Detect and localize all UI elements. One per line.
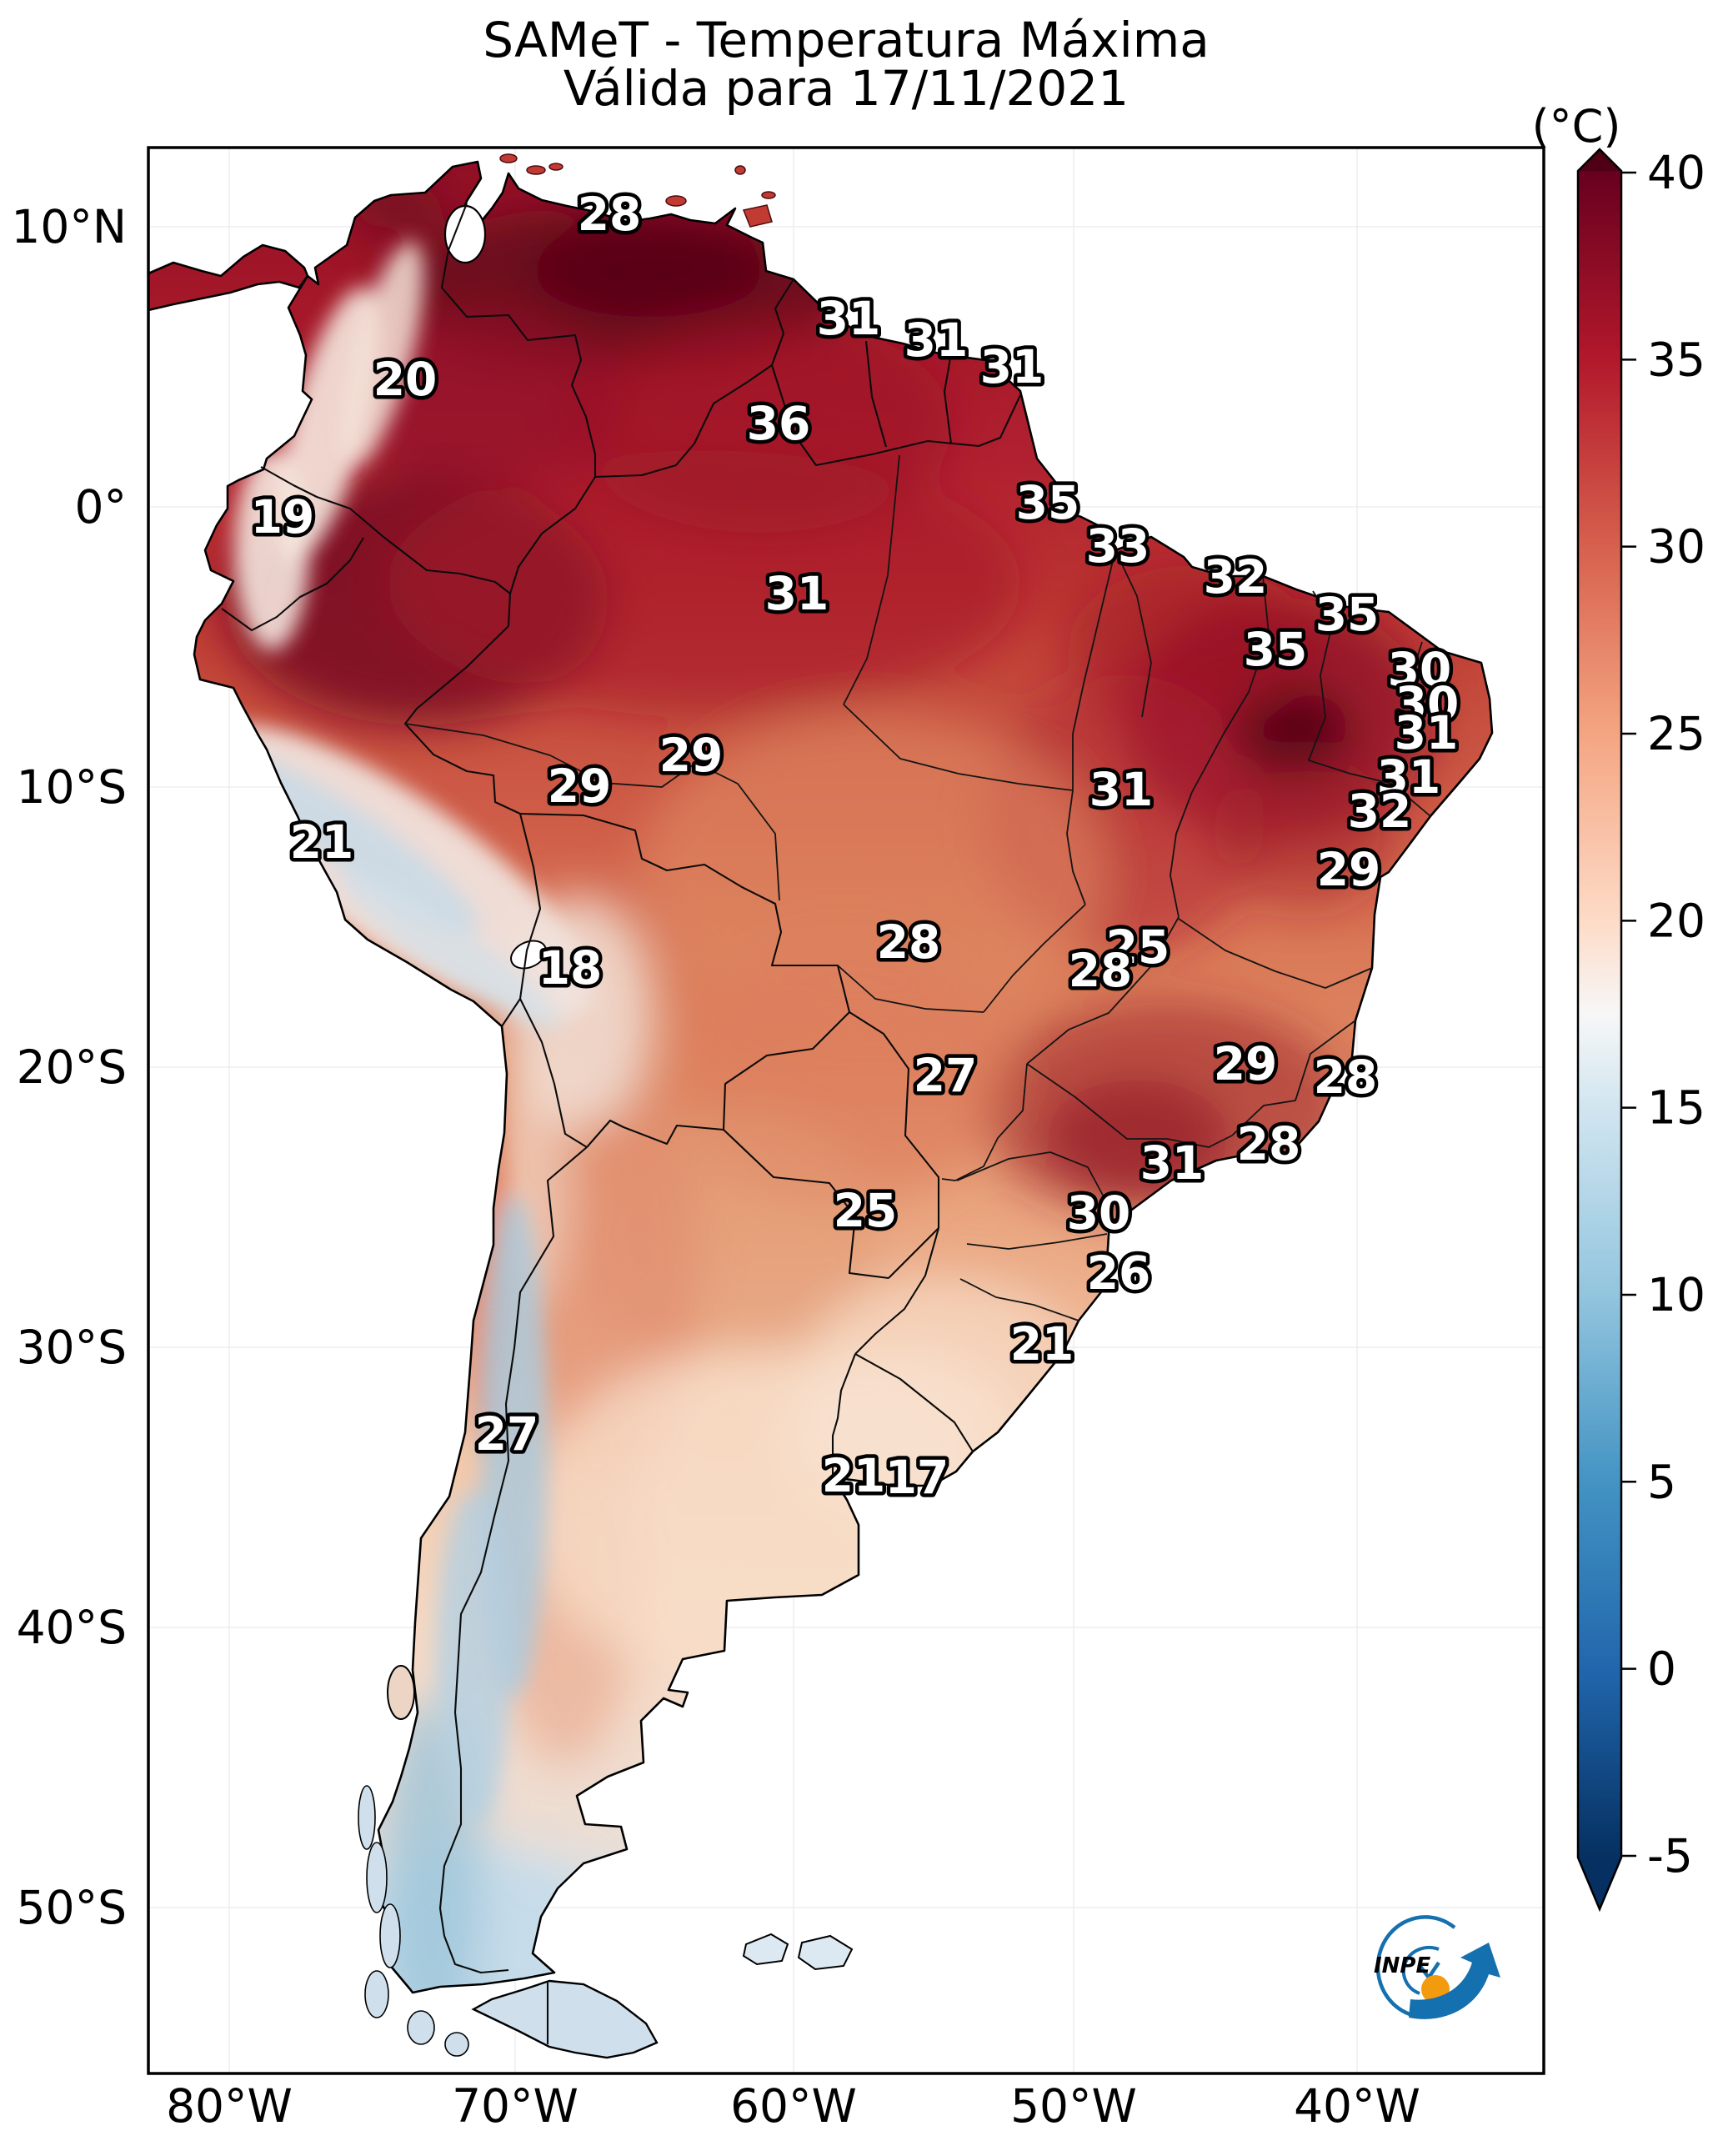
lon-label: 50°W	[1010, 2079, 1137, 2133]
temp-annotation: 31	[980, 340, 1044, 394]
lon-label: 60°W	[730, 2079, 857, 2133]
temp-annotation: 31	[765, 567, 829, 620]
lon-label: 40°W	[1294, 2079, 1420, 2133]
temp-annotation: 26	[1087, 1246, 1151, 1300]
colorbar-ticks: 40 35 30 25 20 15 10 5 0 -5	[1621, 146, 1705, 1883]
temp-annotation: 31	[817, 292, 881, 345]
temp-annotation: 32	[1348, 785, 1412, 838]
colorbar-tick-label: -5	[1647, 1829, 1693, 1883]
temp-annotation: 29	[1214, 1037, 1278, 1091]
island-tierra-del-fuego	[471, 1979, 659, 2059]
colorbar-tick-label: 25	[1647, 707, 1705, 760]
island-chiloe	[387, 1665, 415, 1720]
temp-annotation: 28	[1237, 1117, 1301, 1171]
colorbar-tick-label: 20	[1647, 894, 1705, 947]
map-frame	[147, 146, 1545, 2075]
longitude-labels: 80°W 70°W 60°W 50°W 40°W	[166, 2079, 1420, 2133]
latitude-labels: 10°N 0° 10°S 20°S 30°S 40°S 50°S	[11, 200, 127, 1934]
islands-caribbean	[499, 153, 776, 228]
lat-label: 20°S	[17, 1040, 127, 1094]
temp-annotation: 27	[475, 1407, 539, 1461]
temp-annotation: 33	[1086, 519, 1150, 573]
lat-label: 50°S	[17, 1881, 127, 1934]
temp-annotation: 30	[1067, 1186, 1131, 1240]
inpe-logo-arrow-icon	[1409, 1943, 1500, 2019]
temp-annotation: 31	[1140, 1136, 1205, 1190]
temp-annotation: 32	[1204, 550, 1268, 604]
colorbar: (°C) 40 35 30 25 20 15 10 5 0 -5	[1532, 100, 1705, 1913]
state-borders-brazil	[404, 454, 1443, 1321]
map-subtitle: Válida para 17/11/2021	[563, 60, 1129, 117]
inpe-logo-inner-swirl	[1401, 1945, 1440, 1995]
colorbar-tick-label: 10	[1647, 1268, 1705, 1321]
colorbar-tick-label: 35	[1647, 333, 1705, 386]
temp-annotation: 21	[290, 815, 354, 869]
lake-titicaca	[510, 940, 547, 970]
temp-annotation: 27	[914, 1049, 978, 1102]
temp-annotation: 35	[1016, 476, 1080, 529]
temp-annotation: 28	[578, 188, 642, 241]
temp-annotation: 36	[747, 397, 811, 450]
colorbar-tick-label: 15	[1647, 1081, 1705, 1135]
lake-maracaibo	[443, 204, 487, 264]
temp-annotation: 30	[1388, 643, 1452, 696]
temp-annotation: 31	[1395, 706, 1459, 760]
temp-annotation: 31	[904, 313, 969, 367]
temp-annotation: 29	[659, 729, 724, 782]
map-title: SAMeT - Temperatura Máxima	[483, 12, 1210, 68]
temp-annotation: 29	[1317, 843, 1381, 896]
temp-annotation: 19	[251, 490, 315, 544]
temp-annotation: 28	[1069, 944, 1133, 997]
temp-annotation: 21	[1010, 1317, 1074, 1371]
country-borders	[221, 203, 1021, 1974]
temp-annotation: 28	[877, 915, 941, 969]
temp-annotation: 35	[1244, 623, 1308, 676]
colorbar-tick-label: 40	[1647, 146, 1705, 199]
temp-annotation: 17	[885, 1451, 949, 1504]
lat-label: 40°S	[17, 1601, 127, 1654]
lat-label: 10°N	[11, 200, 127, 253]
colorbar-outline	[1576, 148, 1623, 1913]
colorbar-gradient-bar	[1578, 171, 1621, 1858]
colorbar-tick-label: 30	[1647, 520, 1705, 574]
temp-annotation: 28	[1314, 1050, 1378, 1104]
temp-annotation: 29	[548, 760, 612, 813]
lat-label: 30°S	[17, 1321, 127, 1374]
temp-annotation: 25	[834, 1184, 898, 1237]
temp-annotation: 20	[373, 353, 438, 406]
colorbar-over-arrow	[1578, 149, 1621, 171]
inpe-logo-text: INPE	[1374, 1953, 1430, 1978]
colorbar-tick-label: 5	[1647, 1455, 1676, 1508]
island-falkland-west	[742, 1933, 789, 1966]
temp-annotation: 31	[1377, 750, 1441, 804]
temp-annotation: 31	[1089, 763, 1154, 816]
lon-label: 70°W	[452, 2079, 579, 2133]
lon-label: 80°W	[166, 2079, 293, 2133]
lat-label: 10°S	[17, 760, 127, 814]
coastline-panama	[147, 243, 309, 312]
island-falkland-east	[797, 1934, 854, 1971]
temp-annotation: 21	[822, 1449, 886, 1502]
temp-annotation: 35	[1315, 588, 1380, 641]
temp-annotation: 18	[538, 941, 603, 995]
colorbar-unit-label: (°C)	[1532, 100, 1621, 153]
temp-annotation: 25	[1106, 920, 1170, 974]
temp-annotation: 30	[1395, 677, 1460, 730]
lat-label: 0°	[75, 480, 128, 534]
colorbar-under-arrow	[1578, 1858, 1621, 1909]
inpe-logo: INPE	[1374, 1915, 1500, 2019]
colorbar-tick-label: 0	[1647, 1642, 1676, 1696]
islands-patagonian-fjords	[358, 1785, 469, 2057]
